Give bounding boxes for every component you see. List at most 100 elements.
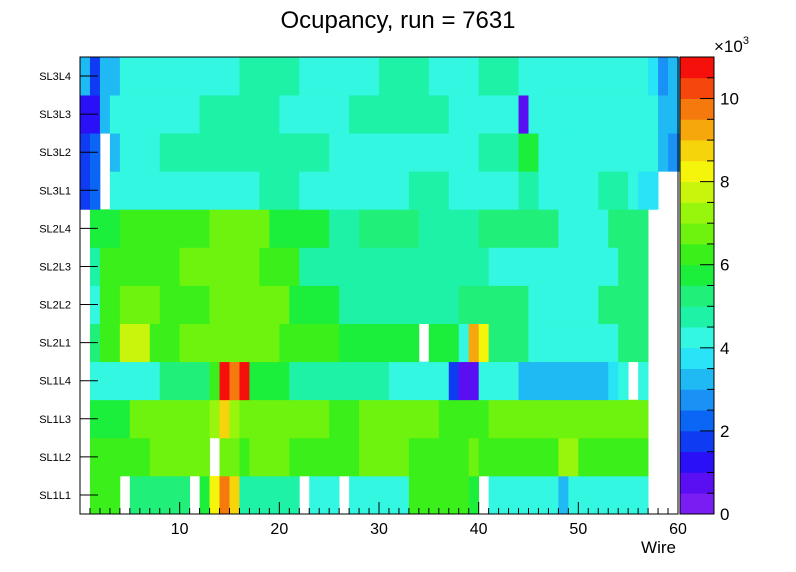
heatmap-cell-sl3l2-7 [269,133,330,172]
heatmap-cell-sl3l1-13 [638,171,659,210]
heatmap-cell-sl1l4-16 [518,361,609,401]
y-axis: SL1L1 SL1L2 SL1L3 SL1L4 SL2L1 SL2L2 SL2L3 SL2L4… [39,71,98,502]
heatmap-cell-sl2l2-2 [119,285,161,324]
colorbar-swatch-16 [680,160,714,183]
heatmap-cell-sl1l4-10 [408,361,430,401]
heatmap-cell-sl2l3-5 [299,247,360,286]
colorbar-swatch-8 [680,327,714,349]
heatmap-cell-sl2l2-8 [458,285,480,324]
heatmap-cell-sl2l4-6 [359,209,420,248]
heatmap-cell-sl1l4-20 [638,361,649,401]
heatmap-cell-sl3l2-4 [119,133,161,172]
colorbar-swatch-2 [680,451,714,473]
heatmap-cell-sl1l2-9 [478,437,559,477]
heatmap-cell-sl3l1-4 [119,171,260,210]
heatmap-cell-sl2l4-9 [558,209,609,248]
y-tick-label-sl1l3: SL1L3 [39,414,71,426]
heatmap-cell-sl3l4-8 [478,57,519,96]
heatmap-cell-sl1l4-6 [239,361,250,401]
x-tick-label-40: 40 [470,521,488,538]
heatmap-cells [80,57,689,515]
heatmap-cell-sl3l1-12 [628,171,639,210]
heatmap-cell-sl3l2-5 [159,133,230,172]
heatmap-cell-sl1l4-8 [289,361,390,401]
colorbar-swatch-3 [680,430,714,453]
heatmap-cell-sl3l1-5 [259,171,300,210]
heatmap-cell-sl1l4-15 [488,361,519,401]
colorbar-swatch-11 [680,264,714,286]
heatmap-cell-sl2l3-2 [139,247,181,286]
colorbar-swatch-21 [680,57,714,79]
colorbar-swatch-5 [680,389,714,411]
y-tick-label-sl2l1: SL2L1 [39,338,71,350]
heatmap-cell-sl2l1-13 [488,323,529,363]
heatmap-cell-sl1l3-2 [209,399,220,439]
heatmap-cell-sl2l3-1 [99,247,141,286]
heatmap-cell-sl1l4-2 [159,361,210,401]
heatmap-cell-sl1l2-0 [89,437,151,477]
heatmap-cell-sl3l1-9 [518,171,539,210]
y-tick-label-sl1l4: SL1L4 [39,376,71,388]
x-tick-label-10: 10 [171,521,189,538]
x-axis: 10 20 30 40 50 60 [89,502,687,538]
heatmap-cell-sl2l1-5 [179,323,280,363]
colorbar-swatch-7 [680,347,714,369]
heatmap-cell-sl1l3-8 [438,399,490,439]
heatmap-cell-sl1l3-1 [129,399,210,439]
heatmap-cell-sl2l2-12 [628,285,649,324]
heatmap-cell-sl2l1-12 [478,323,490,363]
y-tick-label-sl1l1: SL1L1 [39,490,71,502]
heatmap-cell-sl3l2-11 [518,133,539,172]
colorbar-tick-label-6: 6 [720,256,729,275]
heatmap-cell-sl1l4-14 [478,361,490,401]
heatmap-cell-sl1l4-4 [219,361,230,401]
heatmap-cell-sl2l3-6 [359,247,410,286]
heatmap-cell-sl2l4-10 [608,209,649,248]
heatmap-cell-sl3l3-10 [528,95,569,134]
colorbar-tick-label-4: 4 [720,339,729,358]
heatmap-cell-sl1l2-7 [408,437,470,477]
heatmap-cell-sl1l2-12 [578,437,649,477]
heatmap-cell-sl3l2-9 [418,133,480,172]
heatmap-cell-sl3l3-2 [109,95,151,134]
colorbar-exponent-power: 3 [743,35,749,47]
heatmap-cell-sl2l1-9 [428,323,460,363]
y-tick-label-sl2l4: SL2L4 [39,223,71,235]
heatmap-cell-sl2l2-10 [528,285,599,324]
heatmap-cell-sl2l3-10 [558,247,619,286]
heatmap-cell-sl1l2-5 [289,437,360,477]
heatmap-cell-sl2l1-6 [279,323,340,363]
heatmap-cell-sl2l2-9 [478,285,529,324]
heatmap-cell-sl1l1-2 [199,475,210,515]
y-tick-label-sl2l2: SL2L2 [39,300,71,312]
heatmap-cell-sl2l2-4 [209,285,270,324]
colorbar-swatch-10 [680,285,714,307]
colorbar-swatch-15 [680,181,714,203]
heatmap-cell-sl2l1-7 [339,323,420,363]
colorbar-swatch-14 [680,202,714,224]
heatmap-cell-sl1l4-1 [89,361,161,401]
colorbar-swatch-18 [680,119,714,141]
heatmap-cell-sl1l2-8 [468,437,480,477]
heatmap-cell-sl3l1-8 [448,171,519,210]
heatmap-cell-sl2l2-3 [159,285,210,324]
heatmap-cell-sl1l2-4 [249,437,290,477]
colorbar-swatch-4 [680,410,714,432]
heatmap-cell-sl1l4-3 [209,361,220,401]
heatmap-cell-sl1l3-7 [359,399,440,439]
heatmap-cell-sl3l2-6 [229,133,270,172]
heatmap-cell-sl3l4-11 [648,57,659,96]
heatmap-cell-sl2l3-11 [618,247,649,286]
heatmap-cell-sl2l4-4 [269,209,330,248]
heatmap-cell-sl1l1-13 [558,475,569,515]
heatmap-cell-sl3l3-9 [518,95,529,134]
heatmap-cell-sl3l4-6 [379,57,430,96]
heatmap-cell-sl3l2-14 [608,133,659,172]
heatmap-cell-sl2l2-11 [598,285,629,324]
colorbar-swatch-12 [680,243,714,266]
heatmap-cell-sl3l3-7 [349,95,450,134]
heatmap-cell-sl3l2-13 [578,133,609,172]
colorbar-tick-label-2: 2 [720,422,729,441]
heatmap-cell-sl1l4-5 [229,361,240,401]
